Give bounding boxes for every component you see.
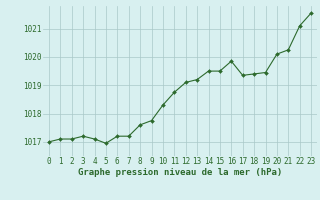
X-axis label: Graphe pression niveau de la mer (hPa): Graphe pression niveau de la mer (hPa) — [78, 168, 282, 177]
